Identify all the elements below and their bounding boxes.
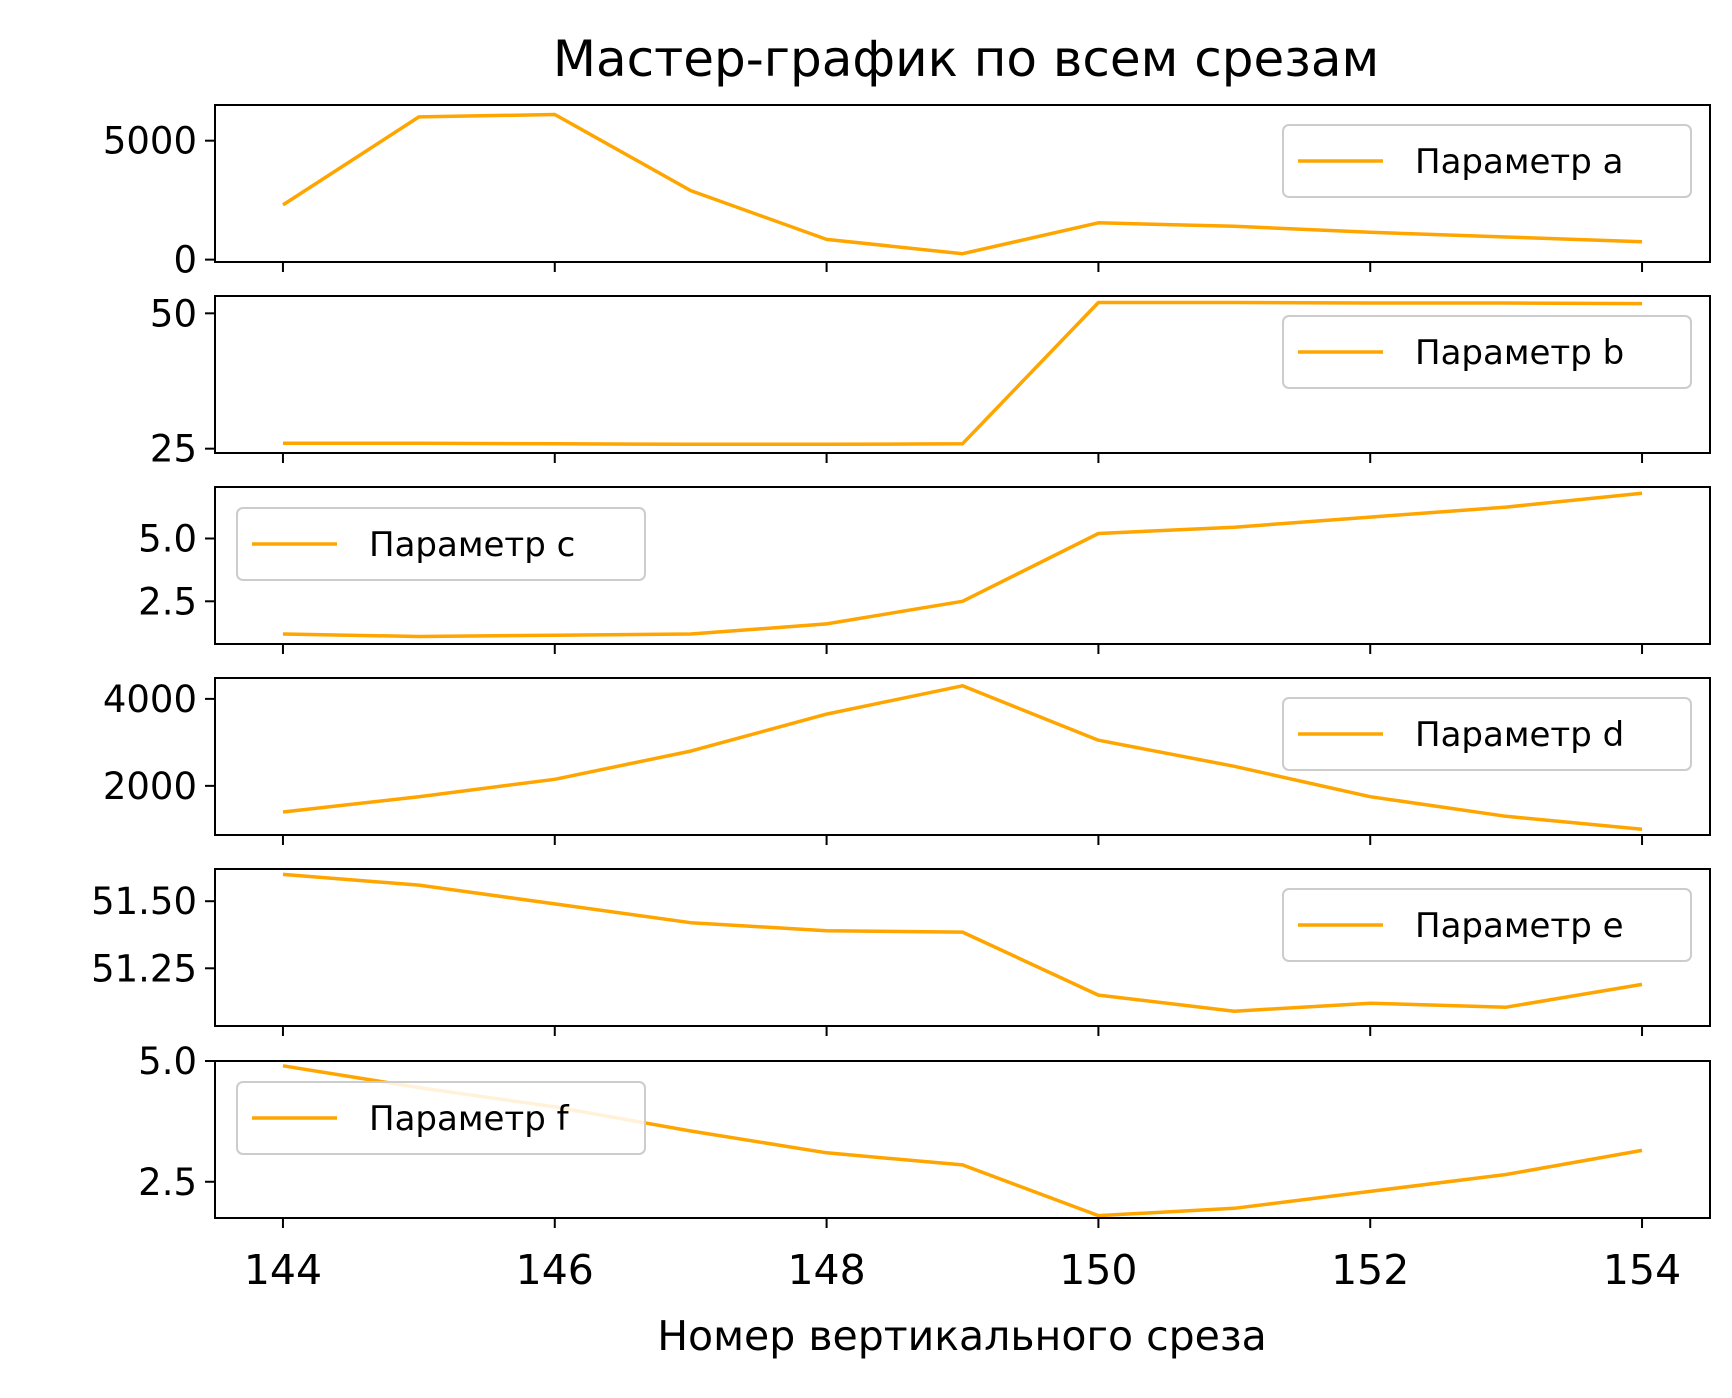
panel-1: 0 5000 Параметр a (103, 104, 1711, 282)
x-tick-label: 144 (244, 1246, 322, 1294)
y-tick-label: 2.5 (138, 1161, 197, 1204)
y-tick-label: 51.50 (91, 880, 197, 923)
legend-label: Параметр a (1415, 142, 1623, 182)
y-tick-label: 5.0 (138, 517, 197, 560)
legend-box (1282, 888, 1692, 962)
y-tick-label: 51.25 (91, 947, 197, 990)
y-tick-label: 25 (150, 428, 197, 471)
series-line (282, 872, 1643, 1013)
y-tick-label: 4000 (103, 678, 197, 721)
legend-box (1282, 124, 1692, 198)
legend-box (236, 507, 646, 581)
panel-2: 25 50 Параметр b (150, 292, 1711, 471)
axes-frame (214, 104, 1711, 263)
x-axis-label: Номер вертикального среза (657, 1312, 1267, 1360)
series-line (282, 491, 1643, 639)
x-tick-label: 148 (787, 1246, 865, 1294)
series-line (282, 684, 1643, 832)
y-tick-label: 5000 (103, 120, 197, 163)
panels-layer: 0 5000 Параметр a 25 50 Параметр b 2.5 5.0 Парам… (91, 104, 1711, 1294)
chart-title: Мастер-график по всем срезам (553, 30, 1379, 88)
y-tick-label: 5.0 (138, 1040, 197, 1083)
legend-label: Параметр f (369, 1099, 570, 1139)
legend-box (1282, 697, 1692, 771)
legend-label: Параметр c (369, 525, 575, 565)
legend: Параметр d (1282, 697, 1692, 771)
legend: Параметр e (1282, 888, 1692, 962)
legend: Параметр c (236, 507, 646, 581)
legend-label: Параметр e (1415, 906, 1624, 946)
panel-3: 2.5 5.0 Параметр c (138, 486, 1711, 654)
legend: Параметр b (1282, 315, 1692, 389)
panel-4: 2000 4000 Параметр d (103, 677, 1711, 845)
axes-frame (214, 677, 1711, 836)
y-tick-label: 2.5 (138, 580, 197, 623)
x-tick-label: 150 (1059, 1246, 1137, 1294)
panel-6: 2.5 5.0 144 146 148 150 152 154 Параметр f (138, 1040, 1711, 1294)
legend-label: Параметр b (1415, 333, 1624, 373)
legend: Параметр f (236, 1081, 646, 1155)
y-tick-label: 50 (150, 292, 197, 335)
legend-label: Параметр d (1415, 715, 1624, 755)
legend-box (236, 1081, 646, 1155)
panel-5: 51.25 51.50 Параметр e (91, 868, 1711, 1036)
y-tick-label: 0 (173, 239, 197, 282)
series-line (282, 112, 1643, 256)
legend-box (1282, 315, 1692, 389)
series-line (283, 300, 1643, 447)
axes-frame (214, 486, 1711, 645)
legend: Параметр a (1282, 124, 1692, 198)
x-tick-label: 154 (1603, 1246, 1681, 1294)
x-tick-label: 146 (516, 1246, 594, 1294)
y-tick-label: 2000 (103, 765, 197, 808)
axes-frame (214, 868, 1711, 1027)
axes-frame (214, 1060, 1711, 1219)
x-tick-label: 152 (1331, 1246, 1409, 1294)
axes-frame (214, 295, 1711, 454)
